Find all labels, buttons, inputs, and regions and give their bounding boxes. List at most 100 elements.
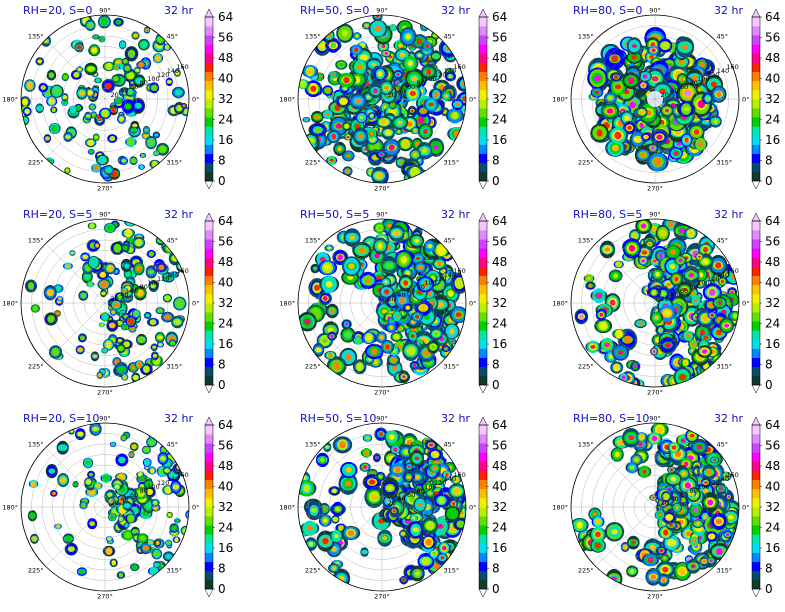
precip-cell bbox=[455, 312, 462, 318]
precip-cell bbox=[356, 339, 360, 342]
precip-cell bbox=[423, 350, 430, 356]
colorbar-tick-label: 0 bbox=[218, 378, 226, 392]
precip-cell bbox=[346, 154, 351, 158]
precip-cell bbox=[371, 143, 378, 149]
precip-cell bbox=[345, 169, 350, 173]
precip-cell bbox=[444, 347, 448, 351]
precip-cell bbox=[93, 165, 100, 171]
colorbar-segment bbox=[479, 162, 487, 173]
colorbar-segment bbox=[479, 366, 487, 377]
azimuth-tick-label: 270° bbox=[97, 389, 113, 397]
precip-cell bbox=[94, 135, 99, 139]
colorbar-segment bbox=[205, 266, 213, 276]
precip-cell bbox=[147, 139, 155, 146]
precip-cell bbox=[384, 289, 390, 295]
precip-cell bbox=[354, 124, 360, 129]
precip-cell bbox=[370, 114, 374, 118]
colorbar-tick-label: 0 bbox=[765, 174, 773, 188]
precip-cell bbox=[170, 341, 175, 345]
colorbar-segment bbox=[205, 89, 213, 100]
azimuth-tick-label: 270° bbox=[97, 185, 113, 193]
precip-cell bbox=[92, 354, 98, 359]
colorbar-extend-min bbox=[204, 384, 214, 394]
colorbar-segment bbox=[479, 80, 487, 91]
azimuth-gridline bbox=[104, 243, 165, 304]
precip-cell bbox=[125, 271, 131, 277]
precip-cell bbox=[391, 357, 396, 363]
precip-field bbox=[587, 26, 727, 172]
colorbar-segment bbox=[479, 44, 487, 54]
precip-cell bbox=[322, 338, 328, 343]
colorbar-segment bbox=[205, 117, 213, 127]
radial-tick-label: 100 bbox=[424, 279, 436, 287]
colorbar-segment bbox=[205, 312, 213, 322]
precip-cell bbox=[111, 310, 116, 315]
colorbar-segment bbox=[752, 171, 760, 182]
colorbar-tick-label: 24 bbox=[492, 317, 507, 331]
precip-cell bbox=[381, 44, 386, 49]
radial-tick-label: 40 bbox=[120, 87, 128, 95]
precip-cell bbox=[433, 92, 439, 98]
precip-cell bbox=[403, 280, 409, 286]
colorbar-segment bbox=[479, 284, 487, 295]
colorbar-extend-max bbox=[478, 8, 488, 18]
colorbar-segment bbox=[479, 375, 487, 386]
precip-cell bbox=[58, 297, 62, 301]
precip-cell bbox=[614, 131, 622, 140]
precip-cell bbox=[412, 363, 417, 368]
precip-cell bbox=[145, 313, 150, 318]
azimuth-tick-label: 135° bbox=[28, 33, 44, 41]
azimuth-tick-label: 180° bbox=[2, 300, 18, 308]
colorbar-tick-label: 24 bbox=[765, 113, 780, 127]
radial-tick-label: 100 bbox=[147, 279, 159, 287]
precip-cell bbox=[99, 271, 107, 278]
precip-cell bbox=[51, 124, 58, 133]
colorbar-tick-label: 24 bbox=[218, 113, 233, 127]
precip-cell bbox=[136, 289, 144, 297]
azimuth-tick-label: 315° bbox=[444, 158, 460, 166]
polar-frame bbox=[297, 218, 467, 388]
precip-cell bbox=[662, 43, 668, 48]
colorbar-segment bbox=[752, 44, 760, 54]
precip-cell bbox=[101, 109, 109, 118]
colorbar-segment bbox=[752, 35, 760, 45]
colorbar-segment bbox=[752, 17, 760, 27]
colorbar-segment bbox=[205, 71, 213, 82]
precip-cell bbox=[158, 264, 165, 271]
precip-cell bbox=[22, 98, 29, 106]
azimuth-gridline bbox=[595, 98, 656, 159]
colorbar-segment bbox=[205, 144, 213, 154]
radial-tick-label: 140 bbox=[444, 67, 456, 75]
colorbar-tick-label: 16 bbox=[765, 133, 780, 147]
azimuth-tick-label: 0° bbox=[192, 96, 199, 104]
azimuth-tick-label: 135° bbox=[305, 237, 321, 245]
precip-cell bbox=[122, 375, 127, 380]
colorbar-segment bbox=[752, 153, 760, 164]
precip-cell bbox=[361, 54, 367, 61]
polar-frame bbox=[570, 14, 740, 184]
precip-cell bbox=[414, 314, 420, 319]
precip-cell bbox=[386, 263, 393, 268]
precip-cell bbox=[173, 319, 181, 325]
precip-cell bbox=[167, 80, 172, 84]
precip-cell bbox=[65, 135, 71, 139]
precip-cell bbox=[604, 247, 611, 252]
precip-cell bbox=[355, 34, 359, 38]
radial-tick-label: 120 bbox=[707, 71, 719, 79]
precip-cell bbox=[596, 129, 603, 137]
colorbar-tick-label: 32 bbox=[218, 296, 233, 310]
azimuth-tick-label: 90° bbox=[99, 211, 111, 219]
precip-cell bbox=[417, 116, 425, 124]
colorbar-segment bbox=[205, 303, 213, 313]
precip-cell bbox=[32, 306, 38, 311]
colorbar-tick-label: 48 bbox=[492, 255, 507, 269]
azimuth-tick-label: 90° bbox=[99, 7, 111, 15]
colorbar-tick-label: 48 bbox=[492, 51, 507, 65]
colorbar-segment bbox=[205, 339, 213, 349]
precip-cell bbox=[365, 278, 371, 283]
precip-cell bbox=[614, 74, 619, 80]
colorbar-segment bbox=[479, 117, 487, 127]
precip-cell bbox=[157, 308, 163, 313]
azimuth-tick-label: 315° bbox=[444, 362, 460, 370]
